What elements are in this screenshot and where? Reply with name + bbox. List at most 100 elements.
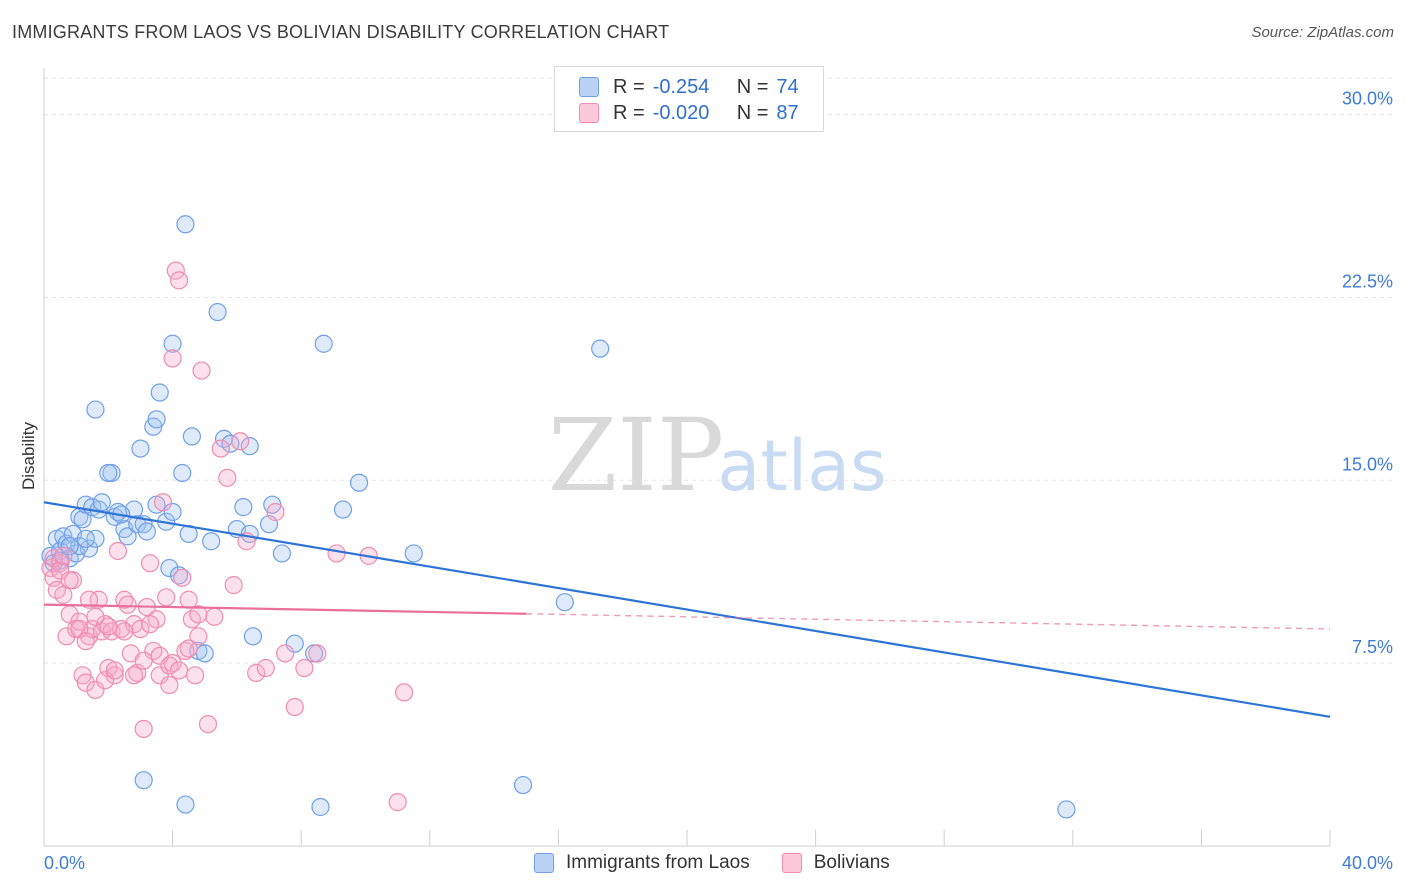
point-laos xyxy=(176,215,195,234)
point-bolivians xyxy=(118,595,137,614)
point-bolivians xyxy=(50,561,70,580)
point-laos xyxy=(208,302,227,322)
point-laos xyxy=(285,634,304,653)
point-bolivians xyxy=(54,546,73,565)
point-laos xyxy=(195,644,214,663)
point-bolivians xyxy=(169,271,189,290)
point-bolivians xyxy=(140,554,160,573)
point-bolivians xyxy=(231,432,250,451)
legend-n-label: N = xyxy=(736,101,769,124)
point-bolivians xyxy=(160,675,179,695)
point-laos xyxy=(314,334,333,353)
point-bolivians xyxy=(105,666,124,685)
point-bolivians xyxy=(205,607,224,626)
x-tick-label: 0.0% xyxy=(44,853,85,873)
grid-lines xyxy=(44,77,1392,664)
point-laos xyxy=(272,544,292,563)
trend-line-bolivians-extension xyxy=(526,613,1331,630)
point-laos xyxy=(163,502,182,522)
point-laos xyxy=(243,627,263,646)
watermark-zip: ZIP xyxy=(548,397,724,514)
point-bolivians xyxy=(198,714,218,734)
legend-r-label: R = xyxy=(613,75,645,98)
point-bolivians xyxy=(189,627,208,646)
point-laos xyxy=(513,775,533,795)
point-laos xyxy=(555,593,574,612)
point-bolivians xyxy=(218,468,237,487)
point-bolivians xyxy=(163,349,182,368)
series-label-laos: Immigrants from Laos xyxy=(566,852,750,873)
point-laos xyxy=(131,439,150,458)
point-bolivians xyxy=(179,639,198,658)
point-laos xyxy=(591,339,610,358)
point-laos xyxy=(70,537,89,556)
point-laos xyxy=(137,522,156,541)
stats-legend: R = -0.254 N = 74 R = -0.020 N = 87 xyxy=(554,66,824,132)
point-bolivians xyxy=(157,588,176,607)
point-bolivians xyxy=(211,439,230,458)
axes xyxy=(43,68,1331,847)
point-laos xyxy=(76,529,95,548)
data-points xyxy=(41,215,1076,819)
point-bolivians xyxy=(79,590,99,609)
point-laos xyxy=(202,532,221,551)
trend-line-bolivians xyxy=(43,603,527,615)
series-legend-laos[interactable]: Immigrants from Laos xyxy=(534,852,750,874)
point-laos xyxy=(311,797,330,817)
point-bolivians xyxy=(76,632,95,651)
point-laos xyxy=(333,500,353,519)
point-laos xyxy=(163,334,182,353)
point-bolivians xyxy=(140,615,160,634)
legend-r-label: R = xyxy=(613,101,645,124)
point-bolivians xyxy=(115,622,134,641)
point-bolivians xyxy=(134,719,153,739)
point-laos xyxy=(128,515,147,534)
point-bolivians xyxy=(276,644,295,663)
legend-n-value-laos: 74 xyxy=(776,75,799,98)
point-bolivians xyxy=(150,646,169,665)
point-bolivians xyxy=(247,663,266,682)
point-laos xyxy=(134,771,153,790)
point-bolivians xyxy=(176,641,195,661)
point-laos xyxy=(86,529,105,548)
point-bolivians xyxy=(99,617,118,636)
point-bolivians xyxy=(189,605,208,624)
point-bolivians xyxy=(179,590,198,609)
point-bolivians xyxy=(394,683,414,702)
series-legend: Immigrants from Laos Bolivians xyxy=(534,852,922,874)
point-bolivians xyxy=(86,680,105,700)
point-bolivians xyxy=(134,651,153,670)
point-bolivians xyxy=(285,697,304,717)
series-swatch-laos xyxy=(534,853,554,873)
series-swatch-bolivians xyxy=(781,853,802,873)
point-laos xyxy=(234,498,253,517)
legend-swatch-bolivians xyxy=(579,103,599,123)
point-laos xyxy=(169,566,189,585)
point-bolivians xyxy=(153,493,173,512)
series-label-bolivians: Bolivians xyxy=(813,852,890,873)
point-bolivians xyxy=(86,607,105,626)
point-bolivians xyxy=(388,793,407,812)
point-bolivians xyxy=(295,658,314,678)
legend-swatch-laos xyxy=(579,77,599,97)
point-bolivians xyxy=(115,590,134,609)
point-bolivians xyxy=(89,590,108,609)
point-laos xyxy=(160,558,179,578)
point-laos xyxy=(118,527,137,546)
point-bolivians xyxy=(266,502,285,522)
point-laos xyxy=(73,510,92,529)
legend-n-label: N = xyxy=(736,75,769,98)
tick-labels: 7.5% 15.0% 22.5% 30.0% 0.0% 40.0% xyxy=(44,89,1393,873)
source-label: Source: ZipAtlas.com xyxy=(1251,24,1394,41)
series-legend-bolivians[interactable]: Bolivians xyxy=(781,852,890,874)
legend-row-bolivians: R = -0.020 N = 87 xyxy=(579,101,799,125)
y-tick-label: 7.5% xyxy=(1352,637,1393,657)
trend-line-laos xyxy=(43,501,1331,718)
point-bolivians xyxy=(224,576,243,595)
point-bolivians xyxy=(95,671,115,690)
point-laos xyxy=(60,537,79,556)
point-bolivians xyxy=(108,541,128,561)
legend-n-value-bolivians: 87 xyxy=(776,101,799,124)
y-tick-label: 22.5% xyxy=(1342,271,1393,291)
y-tick-label: 15.0% xyxy=(1342,454,1393,474)
